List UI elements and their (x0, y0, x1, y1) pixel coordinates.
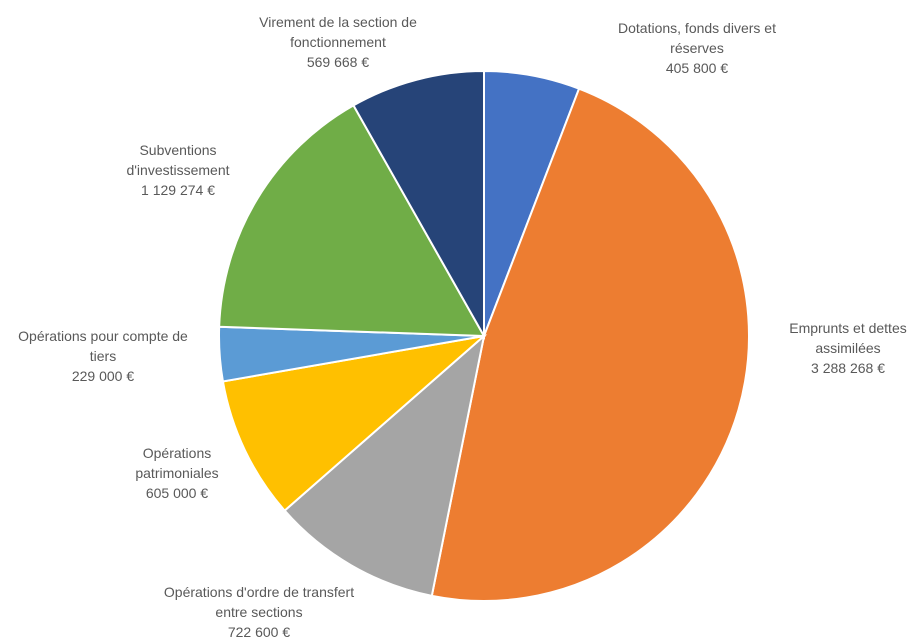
category-label: Subventions d'investissement (126, 142, 230, 178)
category-label: Opérations d'ordre de transfert entre se… (163, 584, 355, 620)
pie-slice (221, 334, 488, 512)
slice-label: Opérations patrimoniales 605 000 € (117, 443, 237, 503)
category-label: Dotations, fonds divers et réserves (618, 20, 776, 56)
value-label: 405 800 € (665, 60, 729, 76)
pie-slice (283, 333, 486, 597)
slice-label: Emprunts et dettes assimilées 3 288 268 € (773, 318, 921, 378)
pie-slice (218, 104, 486, 338)
category-label: Virement de la section de fonctionnement (259, 14, 417, 50)
category-label: Opérations pour compte de tiers (18, 328, 188, 364)
value-label: 605 000 € (145, 485, 209, 501)
value-label: 722 600 € (227, 624, 291, 640)
slice-label: Dotations, fonds divers et réserves 405 8… (602, 18, 792, 78)
slice-label: Subventions d'investissement 1 129 274 € (108, 140, 248, 200)
value-label: 1 129 274 € (141, 182, 215, 198)
value-label: 229 000 € (71, 368, 135, 384)
value-label: 569 668 € (306, 54, 370, 70)
category-label: Opérations patrimoniales (135, 445, 219, 481)
pie-slice (352, 69, 485, 340)
category-label: Emprunts et dettes assimilées (789, 320, 907, 356)
slice-label: Opérations d'ordre de transfert entre se… (159, 582, 359, 642)
slice-label: Virement de la section de fonctionnement… (243, 12, 433, 72)
slice-label: Opérations pour compte de tiers 229 000 € (8, 326, 198, 386)
value-label: 3 288 268 € (811, 360, 885, 376)
pie-slice (430, 87, 750, 602)
